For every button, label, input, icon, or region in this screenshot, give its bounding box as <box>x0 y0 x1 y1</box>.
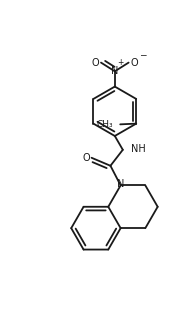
Text: CH₃: CH₃ <box>96 120 113 129</box>
Text: −: − <box>139 50 146 59</box>
Text: O: O <box>130 57 138 67</box>
Text: +: + <box>117 58 124 67</box>
Text: N: N <box>117 179 124 189</box>
Text: N: N <box>111 66 119 76</box>
Text: NH: NH <box>131 144 146 154</box>
Text: O: O <box>82 153 90 163</box>
Text: O: O <box>92 57 99 67</box>
